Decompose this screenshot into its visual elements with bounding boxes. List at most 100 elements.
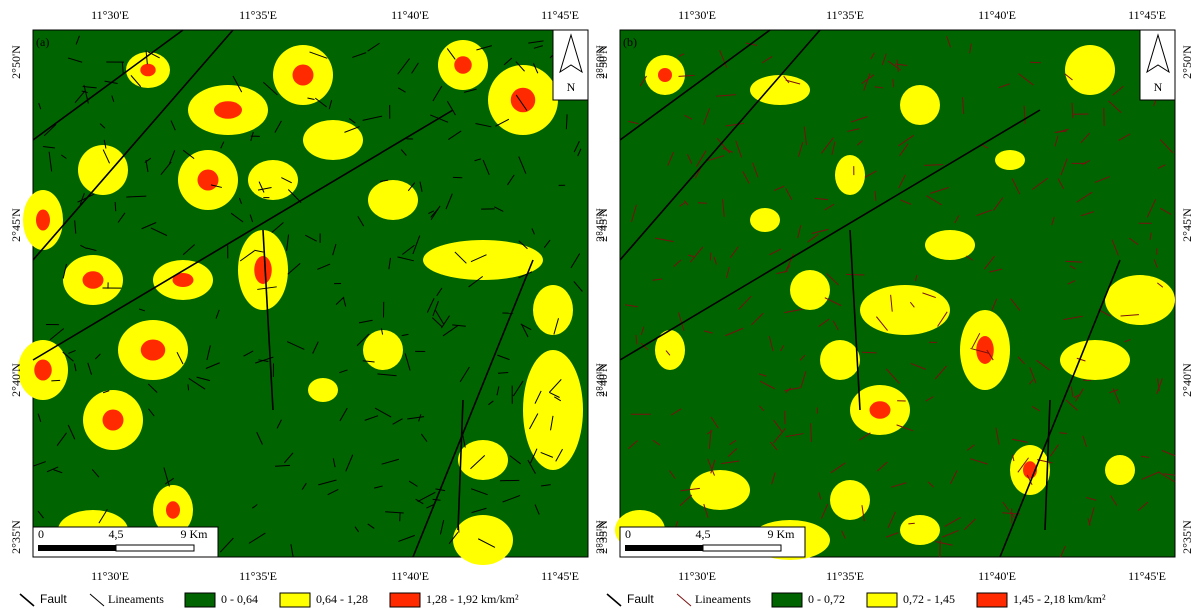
density-core	[140, 64, 155, 77]
left-label: 2°45'N	[596, 208, 610, 242]
scale-black	[38, 545, 116, 551]
panel-label: (a)	[36, 35, 49, 49]
density-zone	[453, 515, 513, 565]
top-label: 11°30'E	[91, 8, 129, 22]
density-core	[36, 210, 50, 231]
density-zone	[860, 285, 950, 335]
map-panel: (b)N04,59 Km11°30'E11°30'E11°35'E11°35'E…	[596, 8, 1194, 607]
density-core	[214, 101, 242, 119]
density-core	[141, 340, 166, 361]
density-zone	[248, 160, 298, 200]
density-core	[34, 360, 52, 381]
left-label: 2°35'N	[9, 520, 23, 554]
legend-swatch	[977, 593, 1007, 607]
left-label: 2°35'N	[596, 520, 610, 554]
density-zone	[830, 480, 870, 520]
top-label: 11°35'E	[239, 8, 277, 22]
right-label: 2°45'N	[1180, 208, 1194, 242]
bottom-label: 11°40'E	[391, 569, 429, 583]
legend-swatch	[867, 593, 897, 607]
scale-white	[703, 545, 781, 551]
density-zone	[1065, 45, 1115, 95]
left-label: 2°40'N	[596, 363, 610, 397]
density-zone	[1060, 340, 1130, 380]
density-zone	[900, 515, 940, 545]
bottom-label: 11°40'E	[978, 569, 1016, 583]
top-label: 11°45'E	[541, 8, 579, 22]
legend-label: 1,45 - 2,18 km/km²	[1013, 592, 1106, 606]
density-zone	[1105, 275, 1175, 325]
scale-label: 0	[38, 527, 44, 541]
density-zone	[303, 120, 363, 160]
top-label: 11°40'E	[391, 8, 429, 22]
right-label: 2°40'N	[1180, 363, 1194, 397]
density-core	[166, 501, 180, 519]
density-zone	[523, 350, 583, 470]
legend-label: 0,64 - 1,28	[316, 592, 368, 606]
bottom-label: 11°35'E	[826, 569, 864, 583]
density-core	[83, 271, 104, 289]
bottom-label: 11°45'E	[1128, 569, 1166, 583]
density-core	[198, 170, 219, 191]
legend-label: Fault	[40, 592, 67, 606]
density-zone	[820, 340, 860, 380]
bottom-label: 11°30'E	[91, 569, 129, 583]
lineament	[924, 165, 943, 166]
top-label: 11°35'E	[826, 8, 864, 22]
density-zone	[835, 155, 865, 195]
map-panel: (a)N04,59 Km11°30'E11°30'E11°35'E11°35'E…	[9, 8, 607, 607]
legend-swatch	[185, 593, 215, 607]
north-label: N	[1154, 80, 1163, 94]
bottom-label: 11°30'E	[678, 569, 716, 583]
left-label: 2°50'N	[9, 45, 23, 79]
legend-swatch	[390, 593, 420, 607]
scale-label: 9 Km	[181, 527, 209, 541]
legend-fault-symbol	[607, 594, 621, 606]
legend-label: Lineaments	[108, 592, 164, 606]
legend-swatch	[772, 593, 802, 607]
legend-label: 1,28 - 1,92 km/km²	[426, 592, 519, 606]
density-zone	[363, 330, 403, 370]
scale-white	[116, 545, 194, 551]
top-label: 11°40'E	[978, 8, 1016, 22]
scale-label: 9 Km	[768, 527, 796, 541]
density-core	[976, 336, 994, 364]
bottom-label: 11°45'E	[541, 569, 579, 583]
density-zone	[690, 470, 750, 510]
lineament	[862, 352, 877, 353]
lineament	[846, 274, 864, 275]
density-core	[870, 401, 891, 419]
density-zone	[925, 230, 975, 260]
lineament	[908, 523, 914, 524]
scale-label: 4,5	[696, 527, 711, 541]
legend-label: 0 - 0,72	[808, 592, 845, 606]
right-label: 2°35'N	[1180, 520, 1194, 554]
scale-black	[625, 545, 703, 551]
left-label: 2°50'N	[596, 45, 610, 79]
scale-label: 4,5	[109, 527, 124, 541]
lineament	[1030, 62, 1041, 63]
bottom-label: 11°35'E	[239, 569, 277, 583]
density-zone	[995, 150, 1025, 170]
left-label: 2°40'N	[9, 363, 23, 397]
lineament	[188, 384, 189, 390]
legend-swatch	[280, 593, 310, 607]
density-zone	[1105, 455, 1135, 485]
lineament	[115, 202, 116, 211]
density-zone	[900, 85, 940, 125]
legend-label: Fault	[627, 592, 654, 606]
density-core	[454, 56, 472, 74]
density-core	[293, 65, 314, 86]
density-zone	[78, 145, 128, 195]
legend-label: 0 - 0,64	[221, 592, 258, 606]
density-core	[254, 256, 272, 284]
density-zone	[458, 440, 508, 480]
density-core	[103, 410, 124, 431]
density-zone	[368, 180, 418, 220]
figure: (a) N 0 4,5 9 Km 11°30'E 11°30'E 11°35'E 11°35'E…	[0, 0, 1200, 610]
top-label: 11°30'E	[678, 8, 716, 22]
density-core	[658, 68, 672, 82]
lineament	[51, 380, 60, 381]
right-label: 2°50'N	[1180, 45, 1194, 79]
density-zone	[308, 378, 338, 402]
